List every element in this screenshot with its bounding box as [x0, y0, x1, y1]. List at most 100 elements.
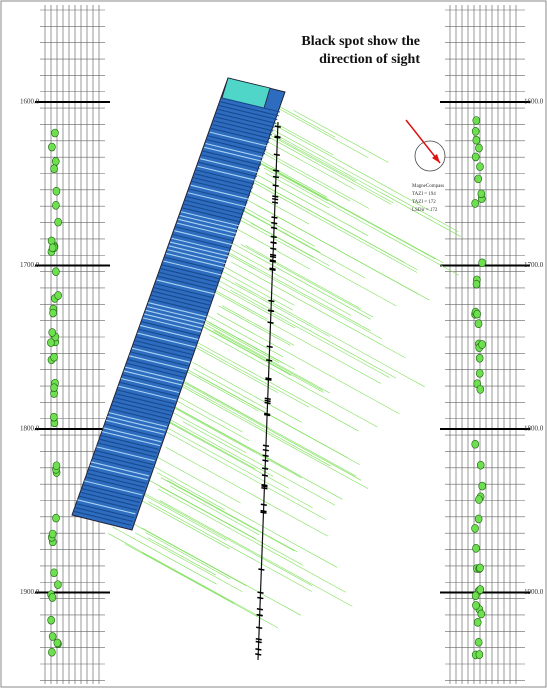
sight-tick [274, 154, 280, 155]
sight-tick [263, 445, 269, 446]
sight-tick [265, 400, 271, 401]
sight-tick [273, 185, 279, 186]
feature-dot [476, 651, 483, 659]
feature-dot [472, 601, 479, 609]
feature-dot [53, 462, 60, 470]
feature-dot [49, 329, 56, 337]
sight-tick [268, 300, 274, 301]
sight-tick [260, 512, 266, 513]
feature-dot [477, 461, 484, 469]
feature-dot [47, 339, 54, 347]
depth-label: 1700.0 [524, 261, 544, 269]
feature-dot [473, 544, 480, 552]
depth-label: 1700.0 [20, 261, 40, 269]
feature-dot [51, 353, 58, 361]
sight-tick [271, 236, 277, 237]
feature-dot [52, 514, 59, 522]
feature-dot [475, 320, 482, 328]
depth-label: 1600.0 [20, 98, 40, 106]
feature-dot [48, 143, 55, 151]
feature-dot [474, 310, 481, 318]
feature-dot [51, 129, 58, 137]
sight-tick [256, 639, 262, 640]
feature-dot [472, 592, 479, 600]
feature-dot [52, 201, 59, 209]
feature-dot [477, 385, 484, 393]
compass-name: MagneCompass [412, 184, 444, 189]
sight-tick [263, 450, 269, 451]
sight-tick [255, 654, 261, 655]
sight-tick [265, 378, 271, 379]
feature-dot [473, 136, 480, 144]
sight-tick [270, 248, 276, 249]
feature-dot [478, 610, 485, 618]
depth-label: 1900.0 [524, 588, 544, 596]
feature-dot [472, 199, 479, 207]
feature-dot [49, 632, 56, 640]
feature-dot [48, 648, 55, 656]
sight-tick [271, 217, 277, 218]
sight-tick [265, 403, 271, 404]
sight-tick [257, 597, 263, 598]
sight-tick [272, 199, 278, 200]
feature-dot [55, 218, 62, 226]
sight-tick [266, 360, 272, 361]
sight-tick [261, 504, 267, 505]
sight-tick [270, 269, 276, 270]
feature-dot [54, 581, 61, 589]
depth-label: 1800.0 [524, 425, 544, 433]
title-line: Black spot show the [301, 34, 420, 49]
feature-dot [479, 259, 486, 267]
feature-dot [473, 280, 480, 288]
feature-dot [479, 482, 486, 490]
sight-tick [273, 170, 279, 171]
sight-tick [265, 398, 271, 399]
depth-label: 1900.0 [20, 588, 40, 596]
sight-tick [272, 196, 278, 197]
feature-dot [51, 165, 58, 173]
compass-line: LSDir = 172 [412, 208, 438, 213]
feature-dot [50, 309, 57, 317]
sight-tick [255, 649, 261, 650]
feature-dot [49, 593, 56, 601]
sight-tick [267, 346, 273, 347]
feature-dot [475, 638, 482, 646]
sight-tick [258, 592, 264, 593]
feature-dot [475, 515, 482, 523]
sight-tick [258, 569, 264, 570]
sight-tick [262, 460, 268, 461]
sight-tick [268, 322, 274, 323]
sight-tick [271, 223, 277, 224]
figure: Black spot show the direction of sight M… [0, 0, 547, 688]
sight-tick [264, 413, 270, 414]
sight-tick [273, 176, 279, 177]
sight-tick [270, 261, 276, 262]
sight-tick [256, 627, 262, 628]
feature-dot [478, 190, 485, 198]
sight-tick [262, 485, 268, 486]
sight-tick [270, 255, 276, 256]
sight-tick [271, 227, 277, 228]
feature-dot [472, 127, 479, 135]
depth-label: 1600.0 [524, 98, 544, 106]
depth-label: 1800.0 [20, 425, 40, 433]
feature-dot [473, 116, 480, 124]
feature-dot [475, 496, 482, 504]
feature-dot [49, 244, 56, 252]
feature-dot [475, 175, 482, 183]
feature-dot [49, 530, 56, 538]
feature-dot [472, 153, 479, 161]
feature-dot [53, 187, 60, 195]
feature-dot [479, 340, 486, 348]
feature-dot [472, 440, 479, 448]
compass-line: TAZI = 172 [412, 200, 436, 205]
sight-tick [262, 468, 268, 469]
title-line: direction of sight [319, 52, 420, 67]
feature-dot [52, 157, 59, 165]
sight-tick [257, 615, 263, 616]
feature-dot [55, 291, 62, 299]
feature-dot [476, 354, 483, 362]
sight-tick [272, 202, 278, 203]
sight-tick [261, 488, 267, 489]
feature-dot [474, 618, 481, 626]
